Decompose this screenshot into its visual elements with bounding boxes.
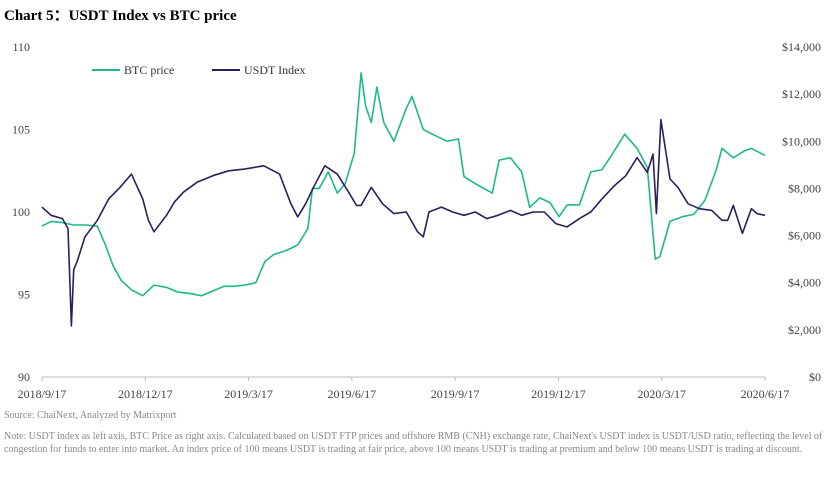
note-text: Note: USDT index as left axis, BTC Price…	[4, 431, 823, 455]
right-axis-tick-label: $8,000	[788, 181, 821, 195]
right-axis-tick-label: $2,000	[788, 323, 821, 337]
x-axis-tick-label: 2020/3/17	[637, 387, 686, 401]
legend-btc-label: BTC price	[124, 63, 174, 77]
usdt-index-line	[41, 118, 766, 327]
btc-price-line	[41, 72, 766, 297]
source-text: Source: ChaiNext, Analyzed by Matrixport	[4, 410, 177, 421]
right-axis-tick-label: $4,000	[788, 276, 821, 290]
left-axis-tick-label: 90	[18, 370, 30, 384]
left-axis-tick-label: 110	[12, 40, 30, 54]
chart-title: Chart 5：USDT Index vs BTC price	[4, 8, 237, 24]
left-axis-tick-label: 95	[18, 288, 30, 302]
right-axis-tick-label: $14,000	[782, 40, 821, 54]
x-axis-tick-label: 2019/3/17	[224, 387, 273, 401]
right-axis-tick-label: $12,000	[782, 87, 821, 101]
axes-layer: 90 95 100 105 110 $0 $2,000 $4,000 $6,000 $8,000 $…	[12, 40, 821, 401]
chart-canvas: 90 95 100 105 110 $0 $2,000 $4,000 $6,000 $8,000 $…	[12, 40, 821, 401]
right-axis-tick-label: $0	[809, 370, 821, 384]
x-axis-tick-label: 2018/12/17	[118, 387, 173, 401]
left-axis-tick-label: 105	[12, 123, 30, 137]
x-axis-tick-label: 2020/6/17	[741, 387, 790, 401]
right-axis-tick-label: $10,000	[782, 134, 821, 148]
left-axis-tick-label: 100	[12, 205, 30, 219]
legend-usdt-label: USDT Index	[244, 63, 305, 77]
right-axis-tick-label: $6,000	[788, 229, 821, 243]
x-axis-tick-label: 2019/6/17	[328, 387, 377, 401]
x-axis-tick-label: 2019/9/17	[431, 387, 480, 401]
x-axis-tick-label: 2018/9/17	[18, 387, 67, 401]
legend: BTC price USDT Index	[92, 63, 305, 77]
series-layer	[41, 72, 766, 327]
x-axis-tick-label: 2019/12/17	[531, 387, 586, 401]
